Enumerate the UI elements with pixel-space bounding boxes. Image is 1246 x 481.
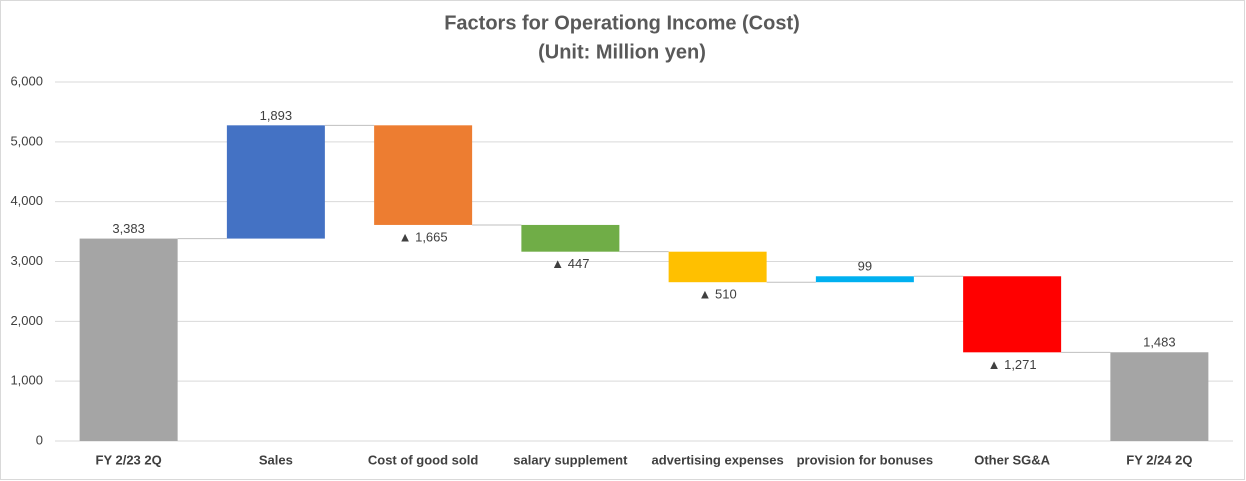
data-label: 1,893 [260,108,293,123]
y-tick-label: 4,000 [10,193,43,208]
bar [521,224,620,252]
x-tick-label: provision for bonuses [797,452,934,467]
x-tick-label: Other SG&A [974,452,1050,467]
bar [668,251,767,283]
data-label: ▲ 1,665 [399,229,448,244]
y-tick-label: 0 [36,432,43,447]
bar [963,276,1062,353]
y-tick-label: 5,000 [10,133,43,148]
x-tick-label: advertising expenses [652,452,784,467]
y-tick-label: 1,000 [10,373,43,388]
bar [815,276,914,283]
chart-subtitle: (Unit: Million yen) [538,41,706,63]
bar [374,125,473,225]
chart-title: Factors for Operationg Income (Cost) [444,12,800,34]
data-label: 3,383 [112,221,145,236]
data-label: 1,483 [1143,335,1176,350]
data-label: ▲ 510 [699,287,737,302]
x-tick-label: FY 2/24 2Q [1126,452,1192,467]
bar [1110,352,1209,441]
data-label: 99 [858,259,872,274]
bar [79,238,178,441]
x-tick-label: salary supplement [513,452,628,467]
bar [226,125,325,239]
y-tick-label: 2,000 [10,313,43,328]
data-label: ▲ 447 [551,256,589,271]
x-tick-label: Cost of good sold [368,452,479,467]
x-tick-label: Sales [259,452,293,467]
y-tick-label: 3,000 [10,253,43,268]
x-tick-label: FY 2/23 2Q [96,452,162,467]
y-tick-label: 6,000 [10,73,43,88]
data-label: ▲ 1,271 [988,357,1037,372]
